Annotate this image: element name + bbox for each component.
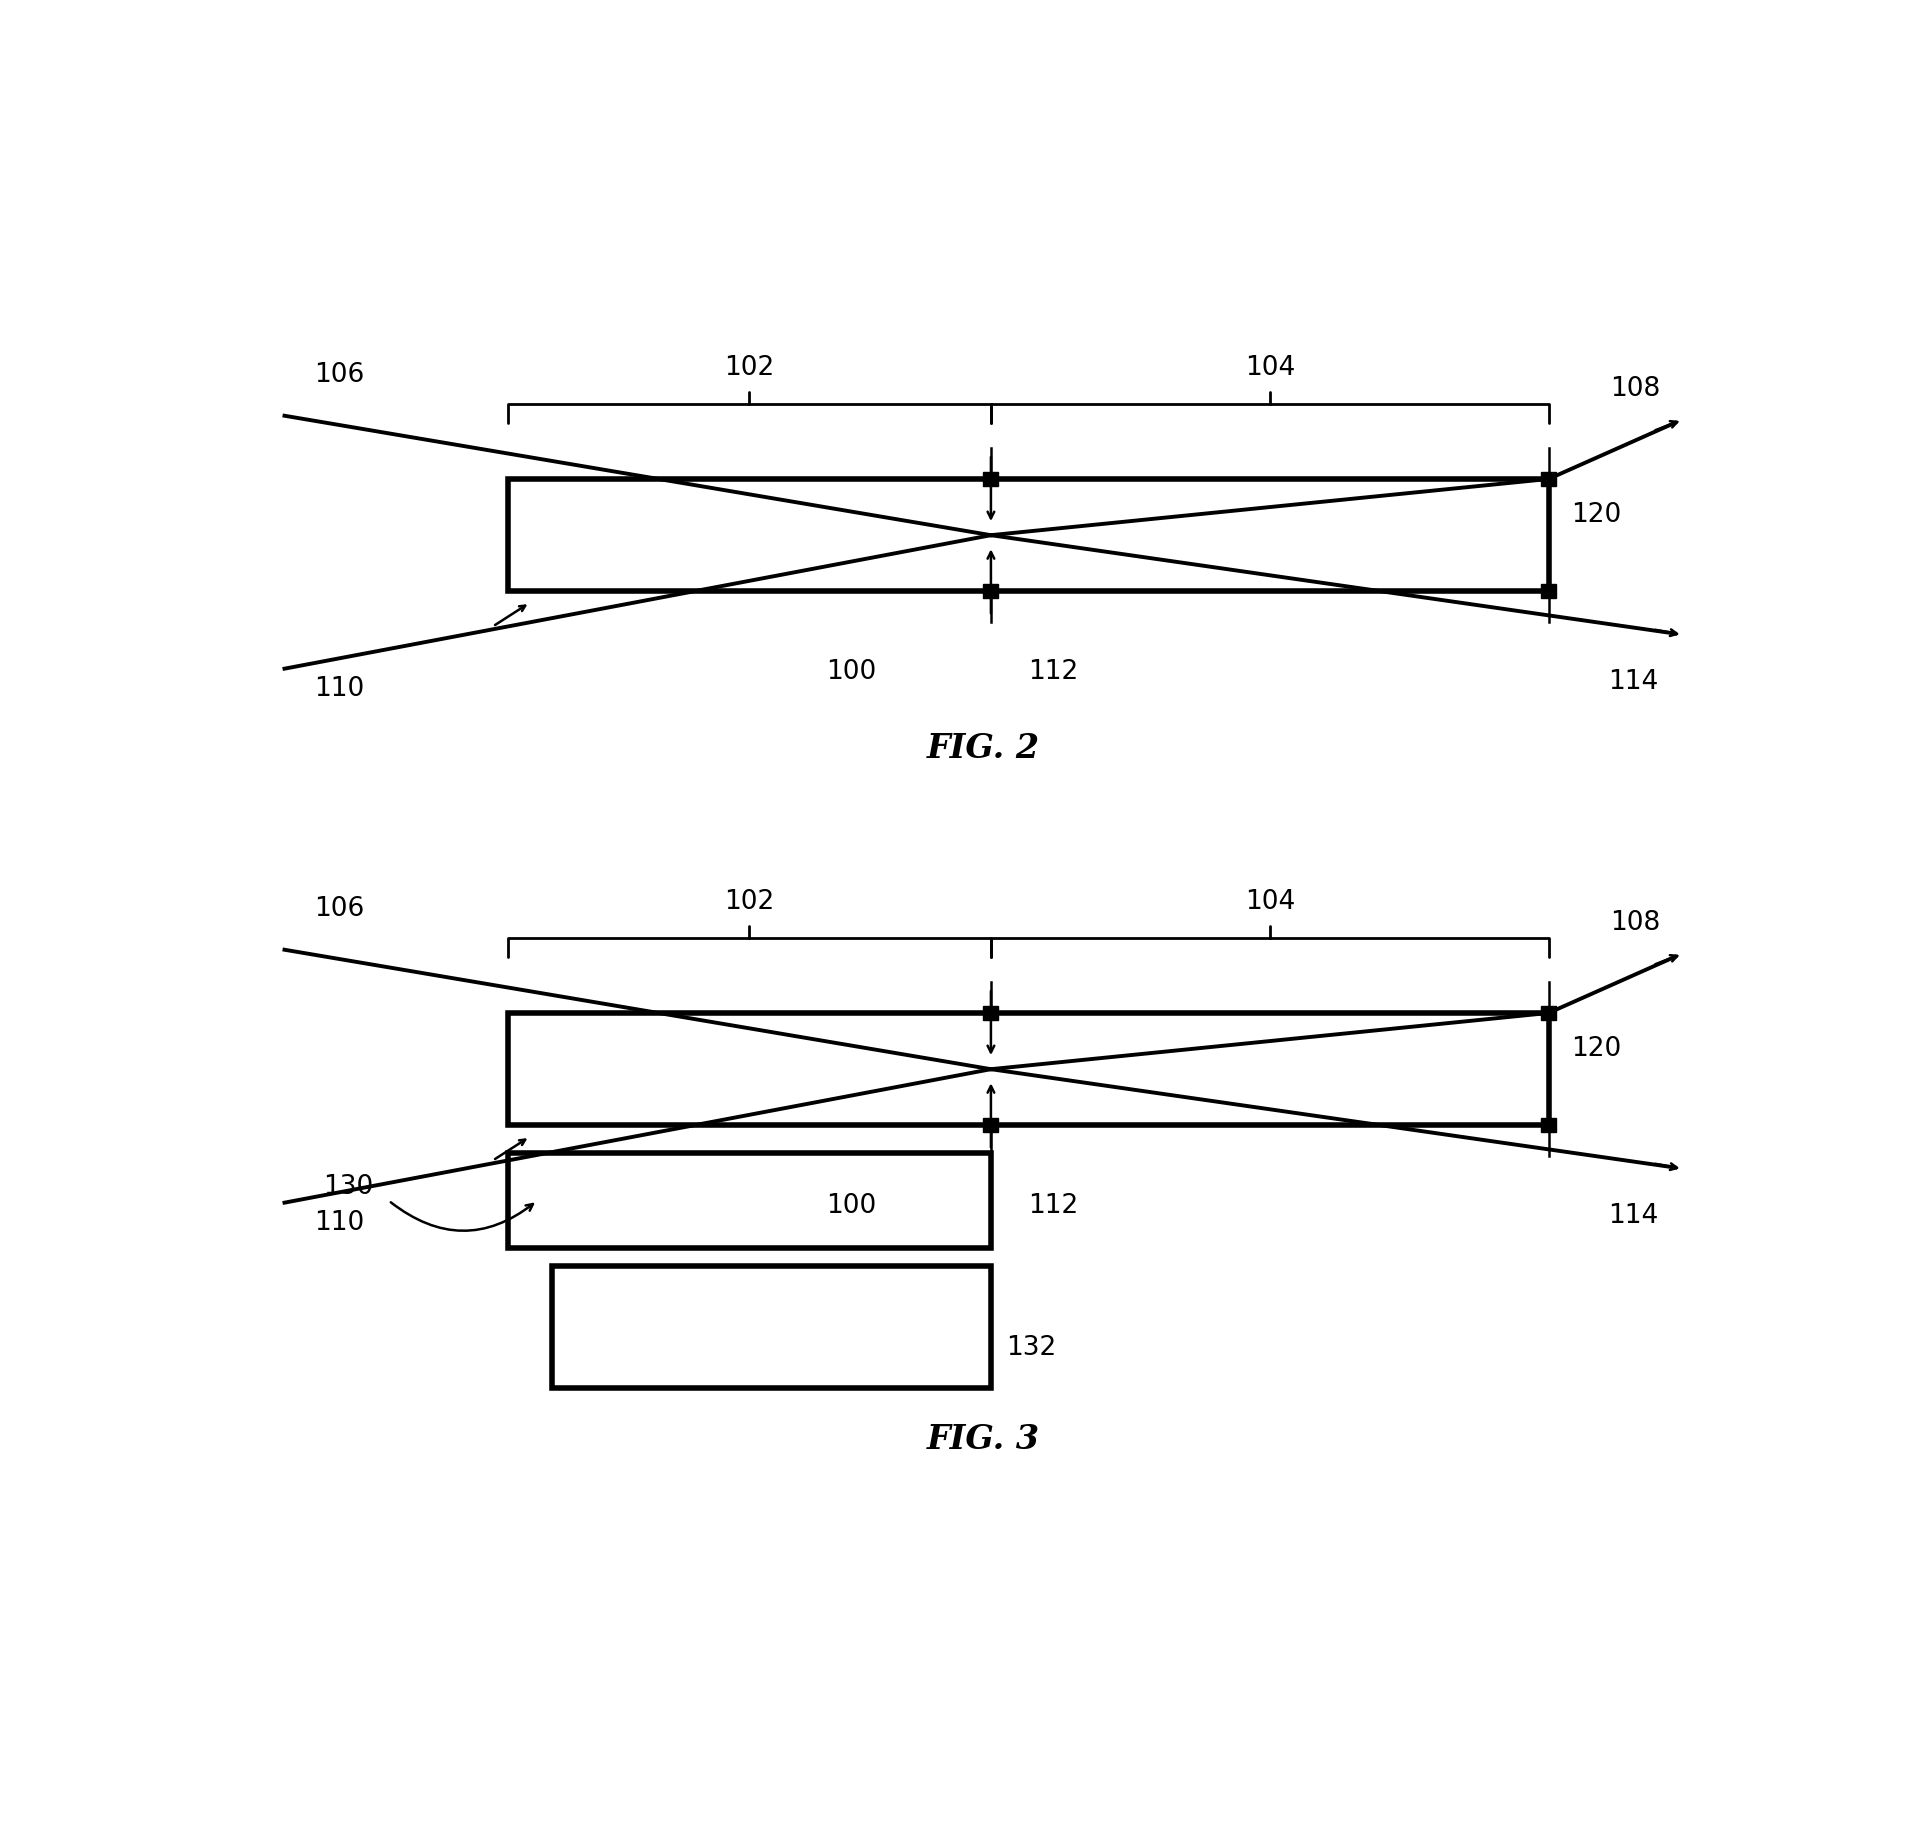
Bar	[507, 478, 1549, 591]
Text: 120: 120	[1572, 502, 1622, 527]
Text: 100: 100	[825, 1194, 877, 1219]
Bar	[983, 584, 998, 599]
Bar	[507, 1153, 990, 1248]
Bar	[1541, 473, 1556, 485]
Text: 104: 104	[1245, 889, 1295, 914]
Text: FIG. 3: FIG. 3	[927, 1424, 1040, 1456]
Text: 114: 114	[1608, 1203, 1658, 1228]
Text: 132: 132	[1006, 1336, 1055, 1361]
Bar	[553, 1267, 990, 1389]
Text: 112: 112	[1029, 1194, 1078, 1219]
Bar	[507, 1013, 1549, 1126]
Text: 110: 110	[315, 675, 365, 701]
Text: 108: 108	[1610, 909, 1660, 936]
Text: 100: 100	[825, 659, 877, 684]
Text: 104: 104	[1245, 354, 1295, 381]
Text: 110: 110	[315, 1210, 365, 1236]
Bar	[1541, 1119, 1556, 1132]
Text: 114: 114	[1608, 668, 1658, 695]
Bar	[983, 473, 998, 485]
Bar	[1541, 584, 1556, 599]
Text: 108: 108	[1610, 376, 1660, 402]
Bar	[983, 1119, 998, 1132]
Text: 102: 102	[723, 889, 775, 914]
Text: 112: 112	[1029, 659, 1078, 684]
Text: 120: 120	[1572, 1037, 1622, 1062]
Text: 102: 102	[723, 354, 775, 381]
Text: 106: 106	[315, 361, 365, 387]
Text: 130: 130	[324, 1173, 374, 1199]
Bar	[983, 1006, 998, 1020]
Text: 106: 106	[315, 896, 365, 922]
Text: FIG. 2: FIG. 2	[927, 732, 1040, 765]
Bar	[1541, 1006, 1556, 1020]
